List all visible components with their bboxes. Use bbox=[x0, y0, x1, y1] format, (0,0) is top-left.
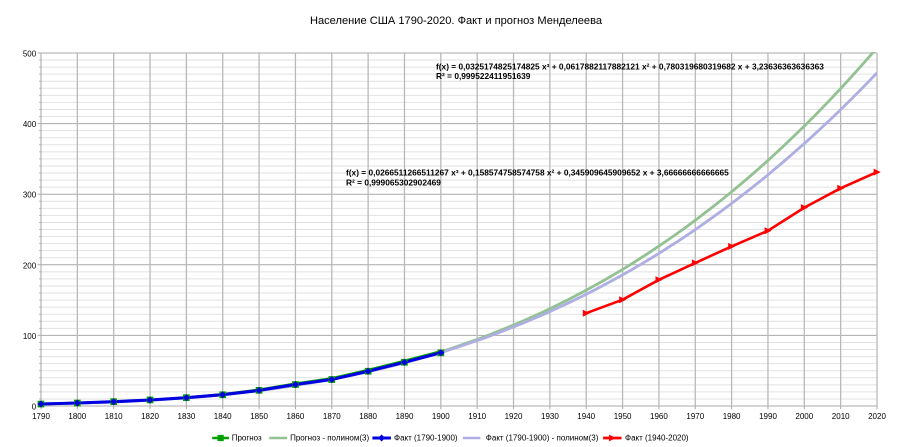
svg-text:1820: 1820 bbox=[141, 412, 159, 421]
svg-text:Факт (1940-2020): Факт (1940-2020) bbox=[625, 433, 689, 442]
svg-text:1970: 1970 bbox=[686, 412, 704, 421]
svg-text:1860: 1860 bbox=[287, 412, 305, 421]
svg-text:1880: 1880 bbox=[359, 412, 377, 421]
svg-text:1960: 1960 bbox=[650, 412, 668, 421]
svg-text:Население США 1790-2020. Факт: Население США 1790-2020. Факт и прогноз … bbox=[310, 15, 603, 27]
svg-text:1870: 1870 bbox=[323, 412, 341, 421]
svg-text:Факт (1790-1900): Факт (1790-1900) bbox=[394, 433, 458, 442]
svg-text:1890: 1890 bbox=[396, 412, 414, 421]
svg-text:1910: 1910 bbox=[468, 412, 486, 421]
svg-text:R² = 0,999522411951639: R² = 0,999522411951639 bbox=[436, 71, 531, 81]
svg-text:1920: 1920 bbox=[505, 412, 523, 421]
svg-text:R² = 0,999065302902469: R² = 0,999065302902469 bbox=[346, 178, 441, 188]
svg-text:Прогноз - полином(3): Прогноз - полином(3) bbox=[290, 433, 369, 442]
svg-text:400: 400 bbox=[23, 120, 37, 129]
svg-text:Прогноз: Прогноз bbox=[232, 433, 262, 442]
svg-text:500: 500 bbox=[23, 50, 37, 59]
svg-text:1990: 1990 bbox=[759, 412, 777, 421]
svg-text:1900: 1900 bbox=[432, 412, 450, 421]
svg-text:f(x) = 0,0325174825174825 x³ +: f(x) = 0,0325174825174825 x³ + 0,0617882… bbox=[436, 62, 824, 72]
svg-text:1940: 1940 bbox=[577, 412, 595, 421]
svg-text:1810: 1810 bbox=[105, 412, 123, 421]
svg-text:2020: 2020 bbox=[868, 412, 886, 421]
svg-text:100: 100 bbox=[23, 332, 37, 341]
svg-text:2010: 2010 bbox=[832, 412, 850, 421]
svg-text:1790: 1790 bbox=[32, 412, 50, 421]
svg-text:Факт (1790-1900) - полином(3): Факт (1790-1900) - полином(3) bbox=[486, 433, 599, 442]
svg-text:1950: 1950 bbox=[614, 412, 632, 421]
svg-text:0: 0 bbox=[32, 403, 37, 412]
svg-text:1930: 1930 bbox=[541, 412, 559, 421]
svg-text:1840: 1840 bbox=[214, 412, 232, 421]
svg-text:200: 200 bbox=[23, 261, 37, 270]
svg-text:300: 300 bbox=[23, 191, 37, 200]
svg-text:2000: 2000 bbox=[795, 412, 813, 421]
svg-text:1800: 1800 bbox=[68, 412, 86, 421]
svg-text:1850: 1850 bbox=[250, 412, 268, 421]
svg-text:1830: 1830 bbox=[178, 412, 196, 421]
svg-text:f(x) = 0,0266511266511267 x³ +: f(x) = 0,0266511266511267 x³ + 0,1585747… bbox=[346, 168, 729, 178]
svg-text:1980: 1980 bbox=[723, 412, 741, 421]
